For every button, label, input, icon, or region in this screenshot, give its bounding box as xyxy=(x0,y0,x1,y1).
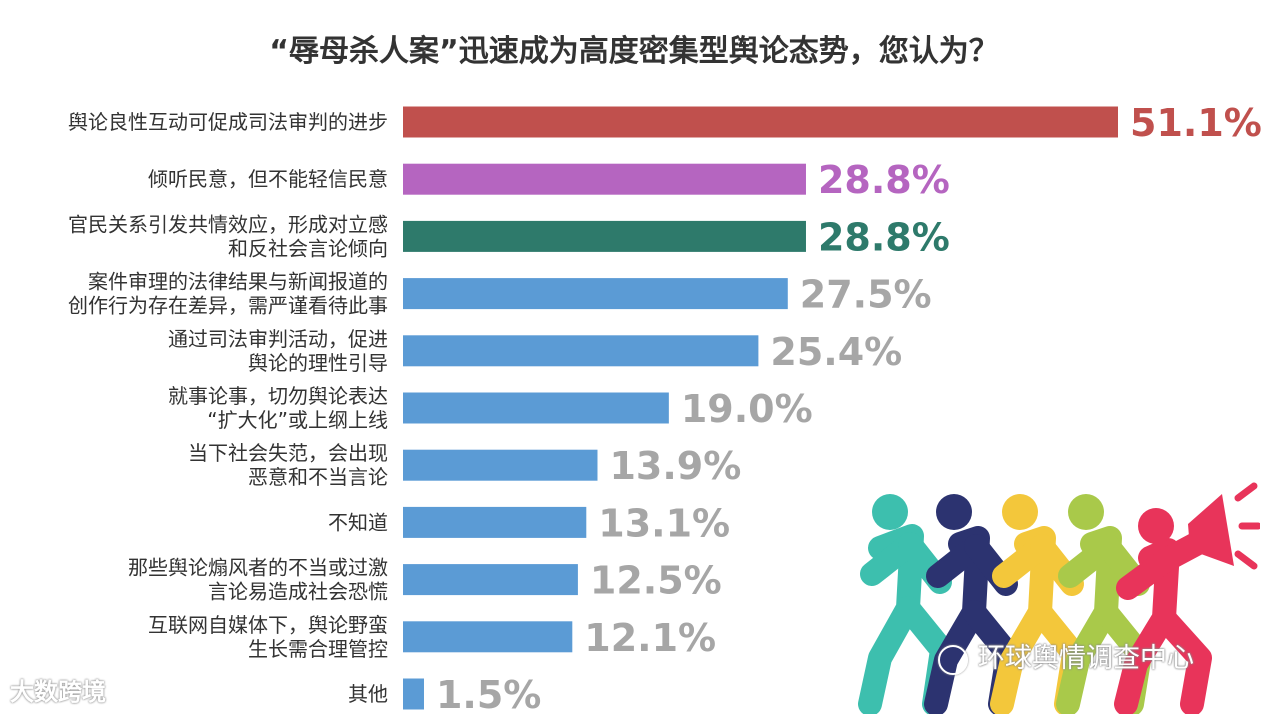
wechat-icon xyxy=(938,644,968,675)
category-label-6-line-1: 就事论事，切勿舆论表达 xyxy=(168,384,388,408)
category-label-4-line-2: 创作行为存在差异，需严谨看待此事 xyxy=(68,294,388,318)
category-label-6-line-2: “扩大化”或上纲上线 xyxy=(207,408,388,432)
category-label-9-line-1: 那些舆论煽风者的不当或过激 xyxy=(128,556,388,580)
value-label-8: 13.1% xyxy=(598,501,730,545)
value-label-9: 12.5% xyxy=(590,559,722,603)
bar-5 xyxy=(403,335,759,367)
value-label-11: 1.5% xyxy=(436,673,541,714)
runner-pink-head xyxy=(1138,508,1174,544)
value-label-7: 13.9% xyxy=(609,444,741,488)
watermark-right: 环球舆情调查中心 xyxy=(938,636,1194,675)
category-label-7-line-1: 当下社会失范，会出现 xyxy=(188,441,388,465)
bar-1 xyxy=(403,106,1118,138)
value-label-5: 25.4% xyxy=(770,330,902,374)
value-label-4: 27.5% xyxy=(800,273,932,317)
watermark-right-text: 环球舆情调查中心 xyxy=(978,643,1194,674)
runner-yellow-head xyxy=(1002,494,1038,530)
runner-green-head xyxy=(1068,494,1104,530)
value-label-10: 12.1% xyxy=(584,616,716,660)
value-label-1: 51.1% xyxy=(1130,101,1262,145)
category-label-10-line-1: 互联网自媒体下，舆论野蛮 xyxy=(148,613,388,637)
bar-6 xyxy=(403,392,669,424)
category-label-5-line-2: 舆论的理性引导 xyxy=(248,351,388,375)
value-label-2: 28.8% xyxy=(818,158,950,202)
watermark-left-text: 大数跨境 xyxy=(10,678,106,706)
running-people-megaphone-icon xyxy=(858,482,1260,714)
watermark-left: 大数跨境 xyxy=(10,672,106,707)
category-label-3-line-2: 和反社会言论倾向 xyxy=(228,236,388,260)
runner-navy-head xyxy=(936,494,972,530)
value-label-6: 19.0% xyxy=(681,387,813,431)
bar-4 xyxy=(403,278,788,310)
category-label-3-line-1: 官民关系引发共情效应，形成对立感 xyxy=(68,212,388,236)
value-label-3: 28.8% xyxy=(818,215,950,259)
runner-teal-head xyxy=(872,494,908,530)
bar-9 xyxy=(403,564,578,596)
category-label-2: 倾听民意，但不能轻信民意 xyxy=(148,167,388,191)
chart-title: “辱母杀人案”迅速成为高度密集型舆论态势，您认为？ xyxy=(269,34,999,69)
runner-pink xyxy=(1114,532,1212,714)
bar-8 xyxy=(403,506,587,538)
category-label-8: 不知道 xyxy=(328,510,388,534)
category-label-11: 其他 xyxy=(348,682,388,706)
bar-2 xyxy=(403,163,806,195)
bar-10 xyxy=(403,621,573,653)
category-label-4-line-1: 案件审理的法律结果与新闻报道的 xyxy=(88,270,388,294)
category-label-9-line-2: 言论易造成社会恐慌 xyxy=(208,580,388,604)
bar-7 xyxy=(403,449,598,481)
category-label-7-line-2: 恶意和不当言论 xyxy=(248,465,388,489)
category-label-5-line-1: 通过司法审判活动，促进 xyxy=(168,327,388,351)
category-label-10-line-2: 生长需合理管控 xyxy=(248,637,388,661)
bar-11 xyxy=(403,678,424,710)
bar-3 xyxy=(403,220,806,252)
category-label-1: 舆论良性互动可促成司法审判的进步 xyxy=(68,110,388,134)
megaphone-icon xyxy=(1188,494,1234,566)
